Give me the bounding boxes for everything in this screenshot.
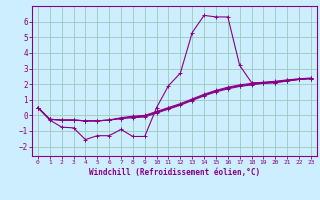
X-axis label: Windchill (Refroidissement éolien,°C): Windchill (Refroidissement éolien,°C) [89,168,260,177]
